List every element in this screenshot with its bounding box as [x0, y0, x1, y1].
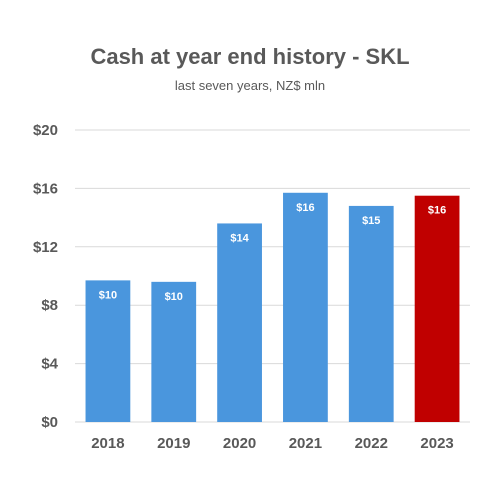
bar-2020 — [217, 223, 262, 422]
data-label-2018: $10 — [99, 289, 117, 301]
bar-2019 — [151, 281, 197, 422]
y-axis-ticks: $0 $4 $8 $12 $16 $20 — [33, 122, 59, 431]
bar-2018 — [85, 280, 131, 422]
y-tick-label: $20 — [33, 122, 58, 139]
data-label-2020: $14 — [230, 232, 249, 244]
bar-2022 — [348, 205, 394, 422]
data-label-2019: $10 — [165, 291, 183, 303]
bar-2021 — [283, 192, 328, 422]
x-tick-label: 2022 — [355, 435, 388, 452]
x-tick-label: 2018 — [91, 435, 124, 452]
y-tick-label: $4 — [41, 356, 58, 373]
x-tick-label: 2020 — [223, 435, 256, 452]
x-axis-ticks: 2018 2019 2020 2021 2022 2023 — [91, 435, 454, 452]
bar-2023 — [414, 195, 460, 422]
y-tick-label: $0 — [41, 414, 58, 431]
x-tick-label: 2019 — [157, 435, 190, 452]
y-tick-label: $16 — [33, 180, 58, 197]
data-label-2022: $15 — [362, 215, 380, 227]
y-tick-label: $8 — [41, 297, 58, 314]
bars — [85, 192, 460, 422]
gridlines — [75, 129, 470, 423]
data-label-2023: $16 — [428, 205, 446, 217]
x-tick-label: 2021 — [289, 435, 322, 452]
x-tick-label: 2023 — [420, 435, 453, 452]
chart-title: Cash at year end history - SKL — [90, 44, 410, 69]
y-tick-label: $12 — [33, 239, 58, 256]
chart-subtitle: last seven years, NZ$ mln — [174, 78, 326, 93]
data-label-2021: $16 — [296, 202, 314, 214]
data-labels: $10 $10 $14 $16 $15 $16 — [99, 202, 447, 303]
